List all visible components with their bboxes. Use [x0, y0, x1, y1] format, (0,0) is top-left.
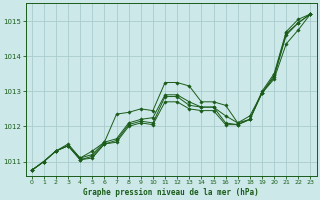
X-axis label: Graphe pression niveau de la mer (hPa): Graphe pression niveau de la mer (hPa): [83, 188, 259, 197]
